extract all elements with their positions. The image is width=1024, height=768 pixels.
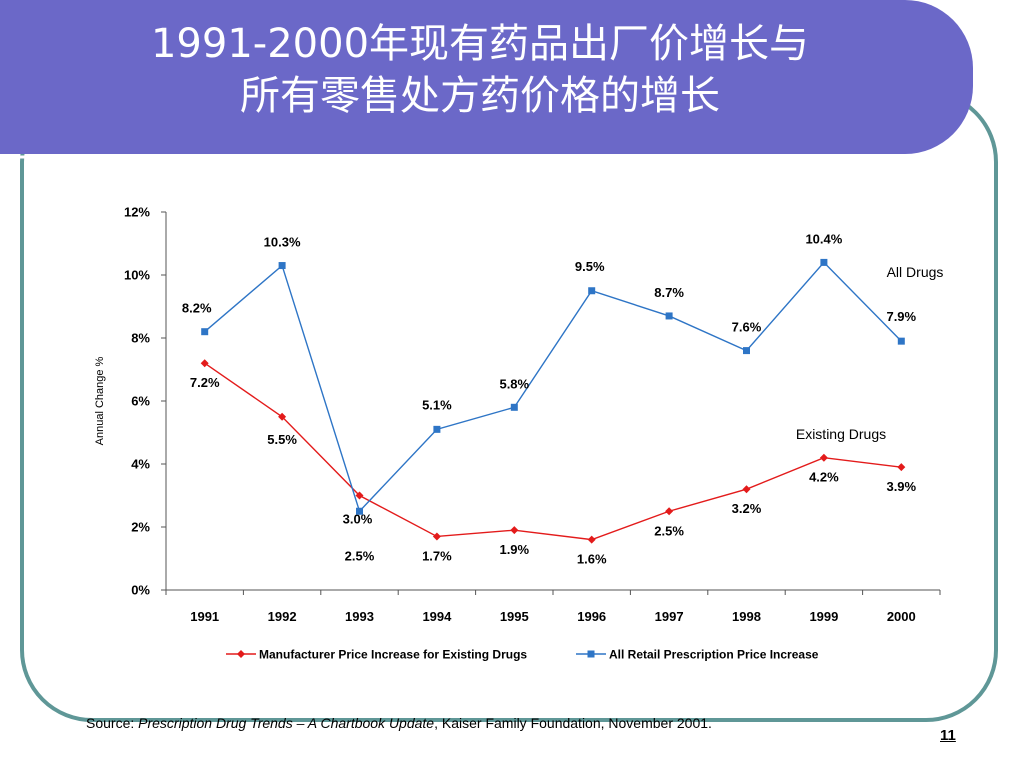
data-point — [510, 403, 518, 411]
legend-label: All Retail Prescription Price Increase — [609, 648, 819, 662]
y-tick-label: 6% — [131, 394, 150, 409]
data-label: 7.9% — [886, 309, 916, 324]
data-label: 1.7% — [422, 548, 452, 563]
annotation-all-drugs: All Drugs — [887, 264, 944, 280]
data-point — [432, 532, 441, 541]
y-axis-label: Annual Change % — [94, 356, 106, 445]
y-tick-label: 10% — [124, 268, 150, 283]
data-point — [820, 258, 828, 266]
title-line-1: 1991-2000年现有药品出厂价增长与 — [150, 21, 810, 67]
data-label: 4.2% — [809, 470, 839, 485]
data-label: 3.9% — [886, 479, 916, 494]
data-point — [897, 337, 905, 345]
data-point — [510, 526, 519, 535]
data-point — [587, 535, 596, 544]
x-tick-label: 1994 — [422, 609, 452, 624]
data-point — [819, 453, 828, 462]
data-point — [433, 425, 441, 433]
data-point — [588, 287, 596, 295]
y-tick-label: 12% — [124, 205, 150, 220]
data-label: 9.5% — [575, 259, 605, 274]
source-suffix: , Kaiser Family Foundation, November 200… — [434, 715, 712, 731]
source-title: Prescription Drug Trends – A Chartbook U… — [138, 715, 435, 731]
series-line-all-drugs — [204, 261, 902, 513]
x-tick-label: 1993 — [345, 609, 374, 624]
x-tick-label: 1998 — [732, 609, 761, 624]
x-tick-label: 1999 — [809, 609, 838, 624]
data-label: 2.5% — [654, 523, 684, 538]
source-prefix: Source: — [86, 715, 139, 731]
x-tick-label: 1996 — [577, 609, 606, 624]
data-point — [743, 347, 750, 355]
legend-marker — [587, 650, 595, 658]
data-point — [201, 328, 209, 336]
data-label: 8.2% — [182, 301, 212, 316]
y-tick-label: 8% — [131, 331, 150, 346]
annotation-existing-drugs: Existing Drugs — [796, 426, 886, 442]
data-point — [200, 359, 209, 368]
x-tick-label: 1997 — [655, 609, 684, 624]
page-number: 11 — [940, 727, 956, 744]
data-label: 1.9% — [499, 542, 529, 557]
y-tick-label: 2% — [131, 520, 150, 535]
x-tick-label: 2000 — [887, 609, 916, 624]
data-label: 8.7% — [654, 285, 684, 300]
data-label: 1.6% — [577, 552, 607, 567]
source-note: Source: Prescription Drug Trends – A Cha… — [86, 715, 712, 731]
data-label: 7.2% — [190, 375, 220, 390]
data-label: 7.6% — [732, 320, 762, 335]
y-tick-label: 0% — [131, 583, 150, 598]
title-line-2: 所有零售处方药价格的增长 — [240, 73, 720, 119]
data-point — [278, 262, 286, 270]
x-tick-label: 1992 — [268, 609, 297, 624]
data-point — [355, 491, 364, 500]
data-point — [278, 412, 287, 421]
x-tick-label: 1991 — [190, 609, 219, 624]
data-point — [356, 507, 363, 515]
data-label: 5.5% — [267, 432, 297, 447]
y-tick-label: 4% — [131, 457, 150, 472]
legend-marker — [237, 650, 245, 658]
legend-label: Manufacturer Price Increase for Existing… — [259, 648, 527, 662]
data-point — [897, 463, 906, 472]
data-label: 10.4% — [805, 231, 842, 246]
data-point — [665, 507, 674, 516]
series-line-existing-drugs — [204, 362, 902, 541]
x-tick-label: 1995 — [500, 609, 529, 624]
slide-title: 1991-2000年现有药品出厂价增长与 所有零售处方药价格的增长 — [40, 18, 920, 122]
title-banner — [0, 0, 973, 154]
data-point — [742, 485, 751, 494]
data-label: 2.5% — [345, 548, 375, 563]
data-label: 10.3% — [264, 235, 301, 250]
data-point — [665, 312, 673, 320]
data-label: 3.0% — [343, 512, 373, 527]
data-label: 3.2% — [732, 501, 762, 516]
data-label: 5.8% — [499, 376, 529, 391]
data-label: 5.1% — [422, 397, 452, 412]
